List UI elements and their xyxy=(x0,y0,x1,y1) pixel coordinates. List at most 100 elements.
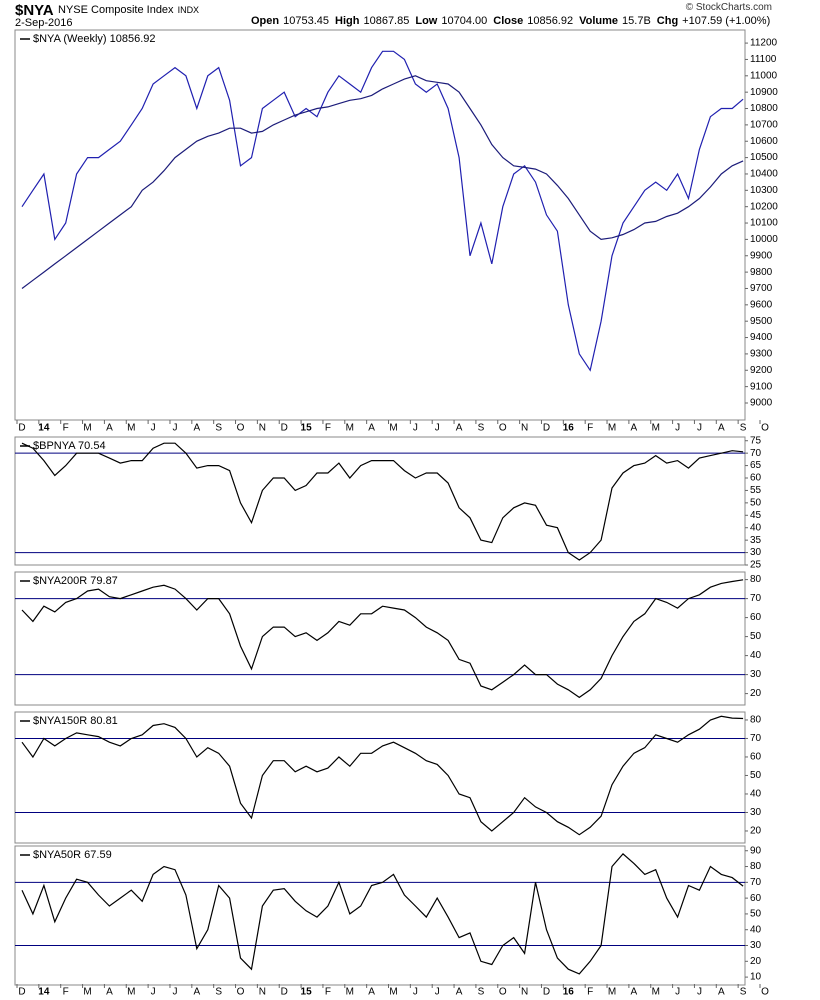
x-tick-label: A xyxy=(368,423,375,434)
y-tick-label: 35 xyxy=(750,535,762,546)
x-tick-label: M xyxy=(83,423,91,434)
x-tick-label: M xyxy=(652,423,660,434)
copyright: © StockCharts.com xyxy=(685,2,772,13)
x-tick-label: J xyxy=(697,423,702,434)
x-tick-label: A xyxy=(193,987,200,998)
y-tick-label: 9000 xyxy=(750,398,773,409)
y-tick-label: 9900 xyxy=(750,250,773,261)
stat-label: Low xyxy=(415,15,438,27)
x-tick-label: O xyxy=(499,423,507,434)
y-tick-label: 20 xyxy=(750,688,762,699)
x-tick-label: M xyxy=(127,423,135,434)
y-tick-label: 50 xyxy=(750,909,762,920)
y-tick-label: 11100 xyxy=(750,54,777,65)
series-line xyxy=(21,442,744,561)
x-tick-label: F xyxy=(325,423,331,434)
x-tick-label: J xyxy=(151,423,156,434)
y-tick-label: 25 xyxy=(750,560,762,571)
y-tick-label: 80 xyxy=(750,715,762,726)
x-tick-label: N xyxy=(259,987,266,998)
stat-value: 10704.00 xyxy=(441,15,488,27)
y-tick-label: 10500 xyxy=(750,152,778,163)
y-tick-label: 20 xyxy=(750,826,762,837)
stat-value: 10867.85 xyxy=(363,15,410,27)
symbol: $NYA xyxy=(15,2,54,19)
panel-frame xyxy=(14,29,746,421)
y-tick-label: 10700 xyxy=(750,120,778,131)
x-tick-label: M xyxy=(652,987,660,998)
y-tick-label: 30 xyxy=(750,669,762,680)
stat-value: 10753.45 xyxy=(283,15,330,27)
x-tick-label: D xyxy=(18,423,25,434)
y-tick-label: 50 xyxy=(750,770,762,781)
y-tick-label: 9200 xyxy=(750,365,773,376)
x-tick-label: D xyxy=(281,423,288,434)
y-tick-label: 20 xyxy=(750,956,762,967)
y-tick-label: 9700 xyxy=(750,283,773,294)
stat-label: High xyxy=(335,15,360,27)
x-tick-label: J xyxy=(413,987,418,998)
x-tick-label: M xyxy=(127,987,135,998)
x-tick-label: D xyxy=(543,423,550,434)
x-tick-label: S xyxy=(215,987,222,998)
y-tick-label: 60 xyxy=(750,893,762,904)
y-tick-label: 70 xyxy=(750,877,762,888)
y-tick-label: 60 xyxy=(750,612,762,623)
x-tick-label: M xyxy=(389,423,397,434)
x-tick-label: A xyxy=(456,987,463,998)
x-tick-label: 14 xyxy=(38,987,50,998)
x-tick-label: M xyxy=(83,987,91,998)
x-tick-label: A xyxy=(106,987,113,998)
x-tick-label: A xyxy=(718,423,725,434)
stat-value: +107.59 (+1.00%) xyxy=(682,15,771,27)
stat-label: Close xyxy=(493,15,524,27)
x-tick-label: J xyxy=(435,423,440,434)
index-name: NYSE Composite Index INDX xyxy=(58,4,199,16)
panel-frame xyxy=(14,436,746,566)
x-tick-label: A xyxy=(456,423,463,434)
y-tick-label: 40 xyxy=(750,789,762,800)
x-tick-label: M xyxy=(608,987,616,998)
panel-frame xyxy=(14,845,746,986)
x-tick-label: F xyxy=(587,987,593,998)
x-tick-label: J xyxy=(435,987,440,998)
y-tick-label: 30 xyxy=(750,940,762,951)
x-tick-label: S xyxy=(215,423,222,434)
y-tick-label: 10900 xyxy=(750,87,778,98)
x-tick-label: M xyxy=(346,423,354,434)
x-tick-label: N xyxy=(521,987,528,998)
stats: Open 10753.45 High 10867.85 Low 10704.00 Close… xyxy=(245,15,770,27)
stat-value: 15.7B xyxy=(622,15,651,27)
x-tick-label: O xyxy=(499,987,507,998)
y-tick-label: 9100 xyxy=(750,381,773,392)
y-tick-label: 10800 xyxy=(750,103,778,114)
y-tick-label: 10100 xyxy=(750,218,778,229)
x-tick-label: 15 xyxy=(301,423,313,434)
y-tick-label: 70 xyxy=(750,733,762,744)
y-tick-label: 55 xyxy=(750,485,762,496)
x-tick-label: J xyxy=(172,423,177,434)
y-tick-label: 60 xyxy=(750,473,762,484)
date: 2-Sep-2016 xyxy=(15,17,73,29)
y-tick-label: 40 xyxy=(750,522,762,533)
y-tick-label: 11000 xyxy=(750,70,778,81)
x-tick-label: M xyxy=(608,423,616,434)
y-tick-label: 9400 xyxy=(750,332,773,343)
y-tick-label: 10200 xyxy=(750,201,778,212)
x-tick-label: O xyxy=(761,987,769,998)
y-tick-label: 9600 xyxy=(750,299,773,310)
stat-label: Chg xyxy=(656,15,679,27)
y-tick-label: 30 xyxy=(750,547,762,558)
y-tick-label: 50 xyxy=(750,498,762,509)
x-tick-label: 15 xyxy=(301,987,313,998)
y-tick-label: 40 xyxy=(750,650,762,661)
x-tick-label: S xyxy=(740,423,747,434)
x-tick-label: A xyxy=(631,987,638,998)
x-tick-label: N xyxy=(259,423,266,434)
stat-label: Open xyxy=(251,15,280,27)
x-tick-label: 16 xyxy=(563,987,575,998)
x-tick-label: D xyxy=(281,987,288,998)
x-tick-label: F xyxy=(63,423,69,434)
y-tick-label: 10000 xyxy=(750,234,778,245)
